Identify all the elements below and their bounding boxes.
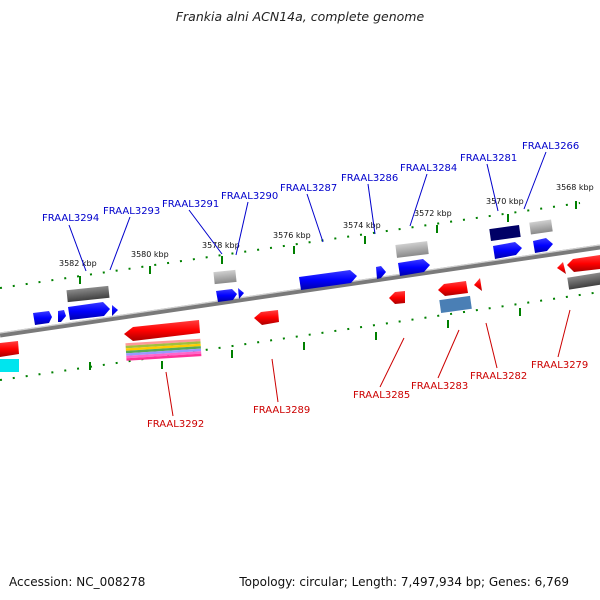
gene-block-grey [395,241,429,258]
gene-label-reverse: FRAAL3279 [531,360,588,371]
gene-arrow-reverse [124,320,200,341]
genome-summary-text: Topology: circular; Length: 7,497,934 bp… [239,575,569,589]
gene-block-navy [489,224,521,242]
gene-label-reverse: FRAAL3289 [253,405,310,416]
gene-arrow-forward [216,289,237,302]
gene-arrow-reverse [474,278,482,291]
feature-stack-multicolor [125,338,202,361]
gene-arrow-forward [533,238,553,253]
gene-block-steelblue [439,295,472,314]
forward-label-leaders [68,151,547,272]
gene-arrow-reverse [567,255,600,272]
gene-arrow-reverse [438,281,468,296]
kbp-label: 3568 kbp [556,183,594,192]
gene-arrow-reverse [557,262,566,274]
gene-arrow-reverse [389,291,405,304]
gene-arrow-forward [68,302,110,320]
gene-arrow-forward [238,288,244,299]
feature-block-cyan [0,359,19,372]
kbp-label: 3580 kbp [131,250,169,259]
gene-label-reverse: FRAAL3292 [147,419,204,430]
gene-label-forward: FRAAL3294 [42,213,99,224]
genome-backbone-highlight [0,244,600,334]
gene-arrow-reverse [254,310,279,325]
reverse-tick-ruler [0,291,600,381]
kbp-label: 3572 kbp [414,209,452,218]
gene-label-reverse: FRAAL3282 [470,371,527,382]
gene-arrow-forward [58,310,66,322]
gene-label-forward: FRAAL3293 [103,206,160,217]
gene-block-grey [213,269,237,285]
gene-arrow-forward [33,311,52,325]
gene-label-reverse: FRAAL3285 [353,390,410,401]
gene-block-grey [66,285,110,303]
gene-arrow-forward [398,259,430,276]
major-ticks [79,201,577,370]
genome-backbone [0,244,600,338]
gene-arrow-forward [112,305,118,316]
gene-label-forward: FRAAL3290 [221,191,278,202]
gene-label-reverse: FRAAL3283 [411,381,468,392]
gene-label-forward: FRAAL3291 [162,199,219,210]
gene-label-forward: FRAAL3287 [280,183,337,194]
gene-label-forward: FRAAL3281 [460,153,517,164]
kbp-label: 3582 kbp [59,259,97,268]
map-title: Frankia alni ACN14a, complete genome [175,9,425,24]
gene-arrow-forward [376,266,386,279]
gene-block-grey [529,219,553,235]
gene-arrow-reverse [0,341,19,357]
gene-arrow-forward [493,242,522,259]
kbp-label: 3578 kbp [202,241,240,250]
kbp-label: 3570 kbp [486,197,524,206]
kbp-label: 3576 kbp [273,231,311,240]
forward-gene-arrows [33,238,553,325]
accession-text: Accession: NC_008278 [9,575,146,589]
gene-arrow-forward [299,270,357,290]
gene-label-forward: FRAAL3286 [341,173,398,184]
gene-label-forward: FRAAL3266 [522,141,579,152]
gene-block-grey [567,272,600,290]
reverse-label-leaders [165,309,571,417]
gene-label-forward: FRAAL3284 [400,163,457,174]
kbp-label: 3574 kbp [343,221,381,230]
reverse-gene-arrows [0,255,600,357]
